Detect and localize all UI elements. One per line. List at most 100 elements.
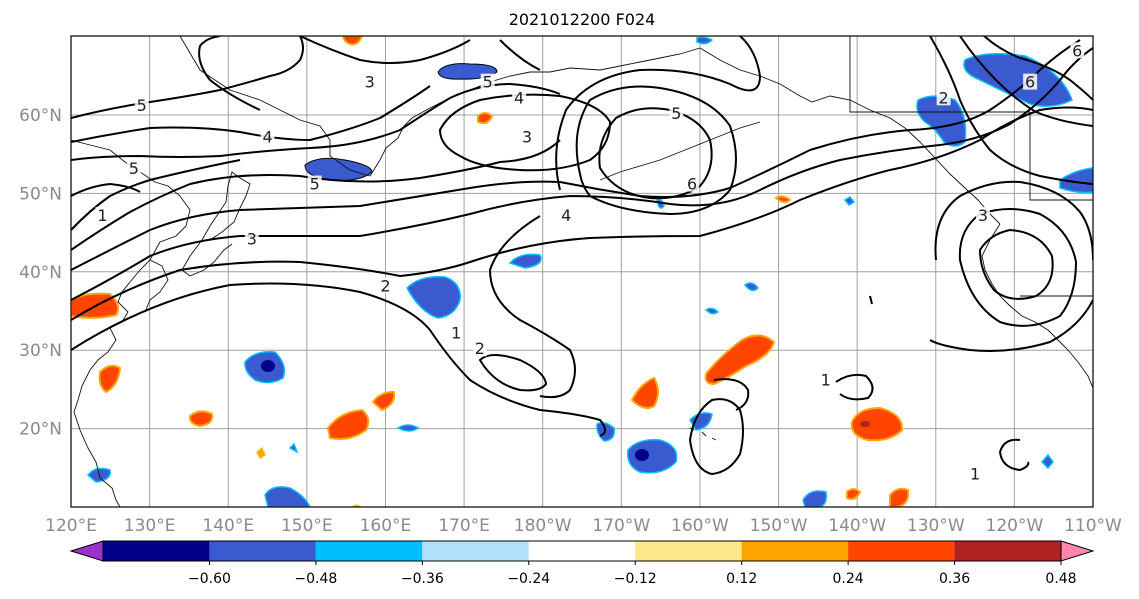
contour-label: 4 [262, 128, 272, 147]
contour-line-2 [71, 106, 1093, 321]
contour-label-bg [244, 230, 259, 247]
anomaly-patch-pos-west-small [98, 364, 122, 394]
anomaly-patch-pos-10 [341, 36, 364, 46]
longitude-tick-label: 120°E [45, 516, 97, 536]
contour-label: 5 [671, 104, 681, 123]
contour-label: 5 [137, 96, 147, 115]
longitude-tick-label: 160°W [671, 516, 729, 536]
anomaly-patch-pos-2 [326, 408, 370, 440]
contour-label: 3 [247, 229, 257, 248]
map-title: 2021012200 F024 [509, 10, 656, 29]
contour-label-bg [126, 159, 141, 176]
contour-label-bg [307, 175, 322, 192]
colorbar-segment [528, 541, 636, 561]
anomaly-patch-neg-bottom-1 [264, 486, 311, 507]
anomaly-patch-pos-9 [477, 112, 494, 125]
height-contours [71, 36, 1093, 476]
contour-line-7 [71, 182, 141, 197]
contour-line-15 [555, 36, 762, 191]
latitude-tick-label: 20°N [19, 420, 62, 440]
coast-japan [181, 171, 251, 277]
colorbar-tick-label: 0.12 [726, 571, 757, 587]
anomaly-patch-neg-small-3 [396, 424, 420, 432]
contour-line-21 [978, 228, 1054, 300]
longitude-axis-labels: 120°E 130°E 140°E 150°E 160°E 170°E 180°W 170°W… [45, 516, 1122, 536]
contour-label: 3 [522, 128, 532, 147]
coastlines [71, 36, 1093, 507]
coast-north-america [981, 223, 1093, 389]
contour-label: 2 [475, 339, 485, 358]
contour-label-bg [685, 175, 700, 192]
anomaly-patch-pos-5 [704, 334, 776, 386]
latitude-axis-labels: 20°N 30°N 40°N 50°N 60°N [19, 106, 62, 440]
contour-line-24 [929, 299, 1093, 352]
positive-anomaly-patches [71, 36, 910, 507]
anomaly-patch-neg-ne-2 [916, 95, 967, 147]
contour-line-17 [478, 354, 548, 392]
anomaly-patch-neg-subtropic [627, 438, 678, 474]
contour-label-bg [134, 97, 149, 114]
contour-label: 2 [939, 88, 949, 107]
contour-label-bg [975, 206, 990, 223]
negative-anomaly-patches [86, 36, 1093, 507]
contour-line-31 [869, 295, 873, 305]
longitude-tick-label: 130°E [124, 516, 176, 536]
contour-line-20 [835, 373, 874, 401]
contour-line-1 [71, 282, 606, 437]
contour-label: 1 [970, 465, 980, 484]
longitude-tick-label: 150°W [750, 516, 808, 536]
colorbar-segment [103, 541, 210, 561]
anomaly-patch-pos-11 [774, 195, 792, 204]
anomaly-patch-neg-tiny-3 [1040, 453, 1054, 470]
contour-label-bg [519, 128, 534, 145]
colorbar-segment [741, 541, 849, 561]
colorbar: −0.60 −0.48 −0.36 −0.24 −0.12 0.12 0.24 0.36 0.4… [69, 540, 1095, 587]
contour-line-14 [575, 85, 737, 216]
contour-label-bg [968, 465, 983, 482]
contour-line-12 [438, 93, 612, 172]
colorbar-tick-label: −0.12 [614, 571, 657, 587]
contour-label: 5 [310, 175, 320, 194]
coast-korea [144, 259, 169, 313]
contour-label: 3 [978, 206, 988, 225]
contour-label-bg [936, 89, 951, 106]
latitude-tick-label: 50°N [19, 184, 62, 204]
contour-label-bg [1070, 42, 1085, 59]
anomaly-patch-neg-tiny-2 [704, 307, 720, 315]
contour-line-23 [934, 180, 1093, 261]
anomaly-patch-pos-4 [630, 376, 659, 409]
contour-line-25 [959, 36, 1093, 127]
longitude-tick-label: 160°E [360, 516, 412, 536]
contour-line-13 [598, 107, 713, 200]
colorbar-segment [635, 541, 742, 561]
contour-line-30 [499, 39, 541, 71]
contour-label: 3 [365, 73, 375, 92]
map-frame [70, 35, 1094, 508]
coast-asia [71, 139, 191, 507]
colorbar-tick-label: 0.36 [939, 571, 970, 587]
contour-line-5 [71, 139, 561, 251]
shaded-anomalies [71, 36, 1093, 507]
latitude-tick-label: 40°N [19, 263, 62, 283]
contour-line-29 [299, 36, 471, 64]
contour-line-16 [488, 215, 576, 399]
longitude-tick-label: 110°W [1064, 516, 1122, 536]
colorbar-tick-label: 0.24 [833, 571, 864, 587]
contour-label-bg [449, 324, 464, 341]
anomaly-patch-neg-nw-pacific [406, 275, 461, 319]
contour-label: 6 [687, 175, 697, 194]
contour-label: 4 [514, 88, 524, 107]
graticule [71, 36, 1093, 507]
anomaly-patch-pos-3 [371, 390, 396, 412]
contour-label-bg [378, 277, 393, 294]
colorbar-segment [954, 541, 1061, 561]
anomaly-patch-neg-tiny-6 [843, 196, 856, 206]
contour-label: 1 [97, 206, 107, 225]
contour-label: 6 [1072, 41, 1082, 60]
contour-label: 5 [483, 73, 493, 92]
colorbar-frame [102, 540, 1062, 562]
colorbar-segment [315, 541, 423, 561]
contour-line-28 [998, 438, 1030, 472]
